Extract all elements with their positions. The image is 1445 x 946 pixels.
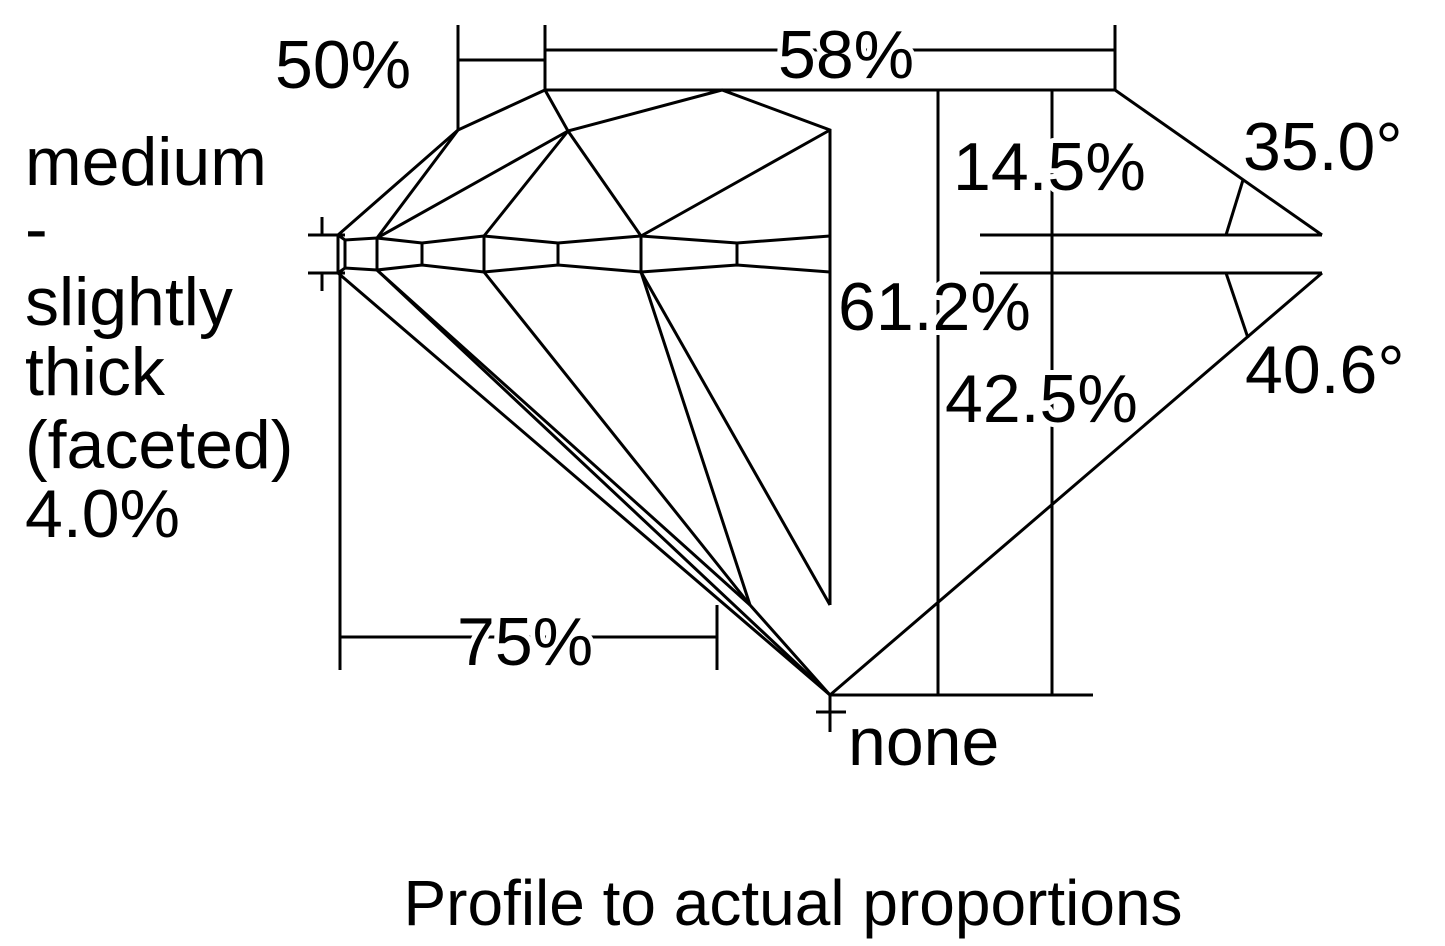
label-pavilion-depth: 42.5% [945,361,1138,437]
labels: 50% 58% 14.5% 35.0° 61.2% 42.5% 40.6° 75… [20,12,1410,939]
crown-facets [337,88,832,237]
pavilion-line [639,271,832,606]
girdle-top [337,233,831,245]
pavilion-line [375,268,832,697]
pavilion-line [748,604,832,696]
label-lower-half: 50% [275,27,411,103]
dimension-lines [308,25,1250,732]
girdle-bottom [337,263,831,275]
facet-line [566,130,643,237]
label-girdle-line: 4.0% [25,476,180,552]
label-total-depth: 61.2% [838,269,1031,345]
pavilion-line [639,271,752,606]
facet-line [640,128,831,238]
label-girdle-line: slightly [25,264,233,340]
label-girdle-line: (faceted) [25,407,293,483]
label-crown-height: 14.5% [953,129,1146,205]
label-girdle-line: thick [25,334,166,410]
label-girdle-line: - [25,191,48,267]
label-lower-girdle: 75% [457,604,593,680]
pavilion-profile-right [829,271,1323,697]
facet-line [482,130,570,237]
diamond-outline [336,88,1323,697]
label-girdle-line: medium [25,124,267,200]
pavilion-line [482,271,752,606]
pavilion-angle-arc [1224,272,1250,339]
pavilion-line [337,271,831,697]
facet-line [376,129,569,240]
crown-profile-right [1114,88,1323,237]
crown-angle-arc [1224,179,1245,236]
label-table: 58% [778,17,914,93]
facet-line [375,129,460,239]
label-culet: none [848,704,999,780]
pavilion-line [375,268,752,607]
label-pavilion-angle: 40.6° [1245,332,1405,408]
label-crown-angle: 35.0° [1243,109,1403,185]
diagram-caption: Profile to actual proportions [403,867,1182,939]
